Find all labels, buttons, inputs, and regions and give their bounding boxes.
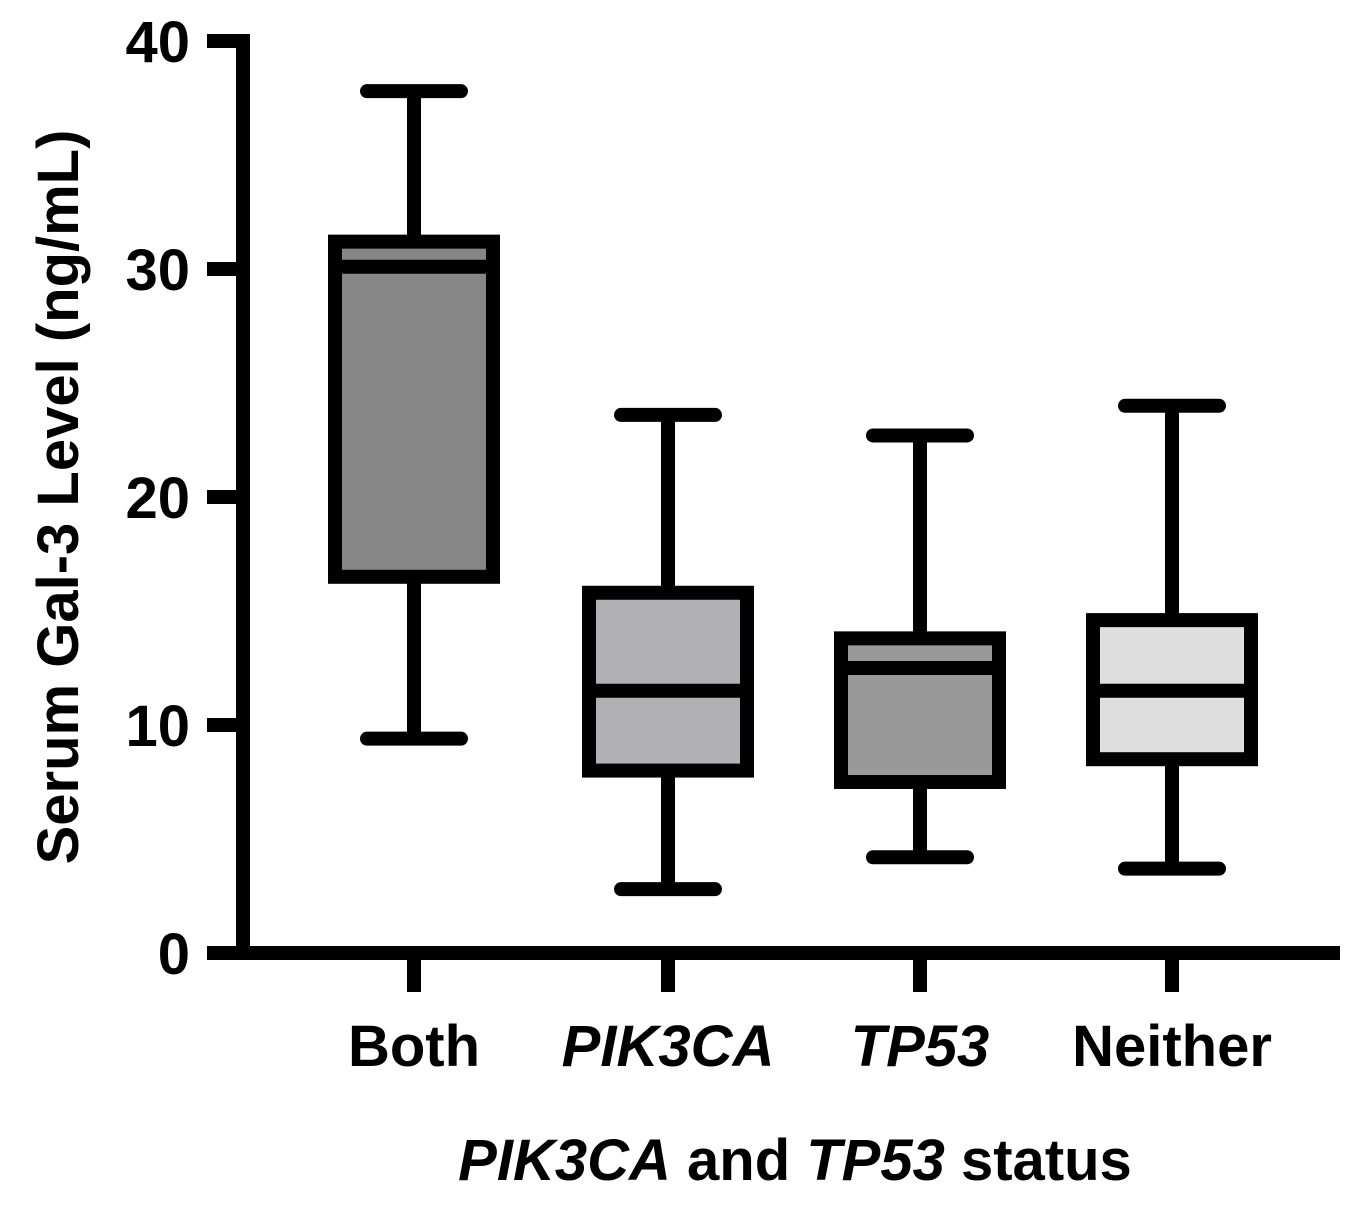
y-tick-label: 30 — [125, 238, 190, 303]
x-axis-label-part: and — [671, 1128, 806, 1193]
y-tick-label: 10 — [125, 694, 190, 759]
x-tick-label: Neither — [1072, 1014, 1272, 1079]
x-axis-label-part: PIK3CA — [458, 1128, 671, 1193]
box — [834, 631, 1006, 789]
y-tick-label: 20 — [125, 466, 190, 531]
box — [582, 585, 754, 778]
y-tick-label: 40 — [125, 10, 190, 75]
x-tick-label: PIK3CA — [562, 1014, 775, 1079]
x-axis-label-part: status — [945, 1128, 1132, 1193]
box — [328, 234, 500, 584]
x-axis-label: PIK3CA and TP53 status — [458, 1128, 1132, 1193]
x-tick-label: TP53 — [851, 1014, 990, 1079]
x-axis-label-part: TP53 — [806, 1128, 945, 1193]
y-tick-label: 0 — [158, 922, 190, 987]
y-axis-label: Serum Gal-3 Level (ng/mL) — [26, 130, 91, 865]
x-tick-label: Both — [348, 1014, 480, 1079]
